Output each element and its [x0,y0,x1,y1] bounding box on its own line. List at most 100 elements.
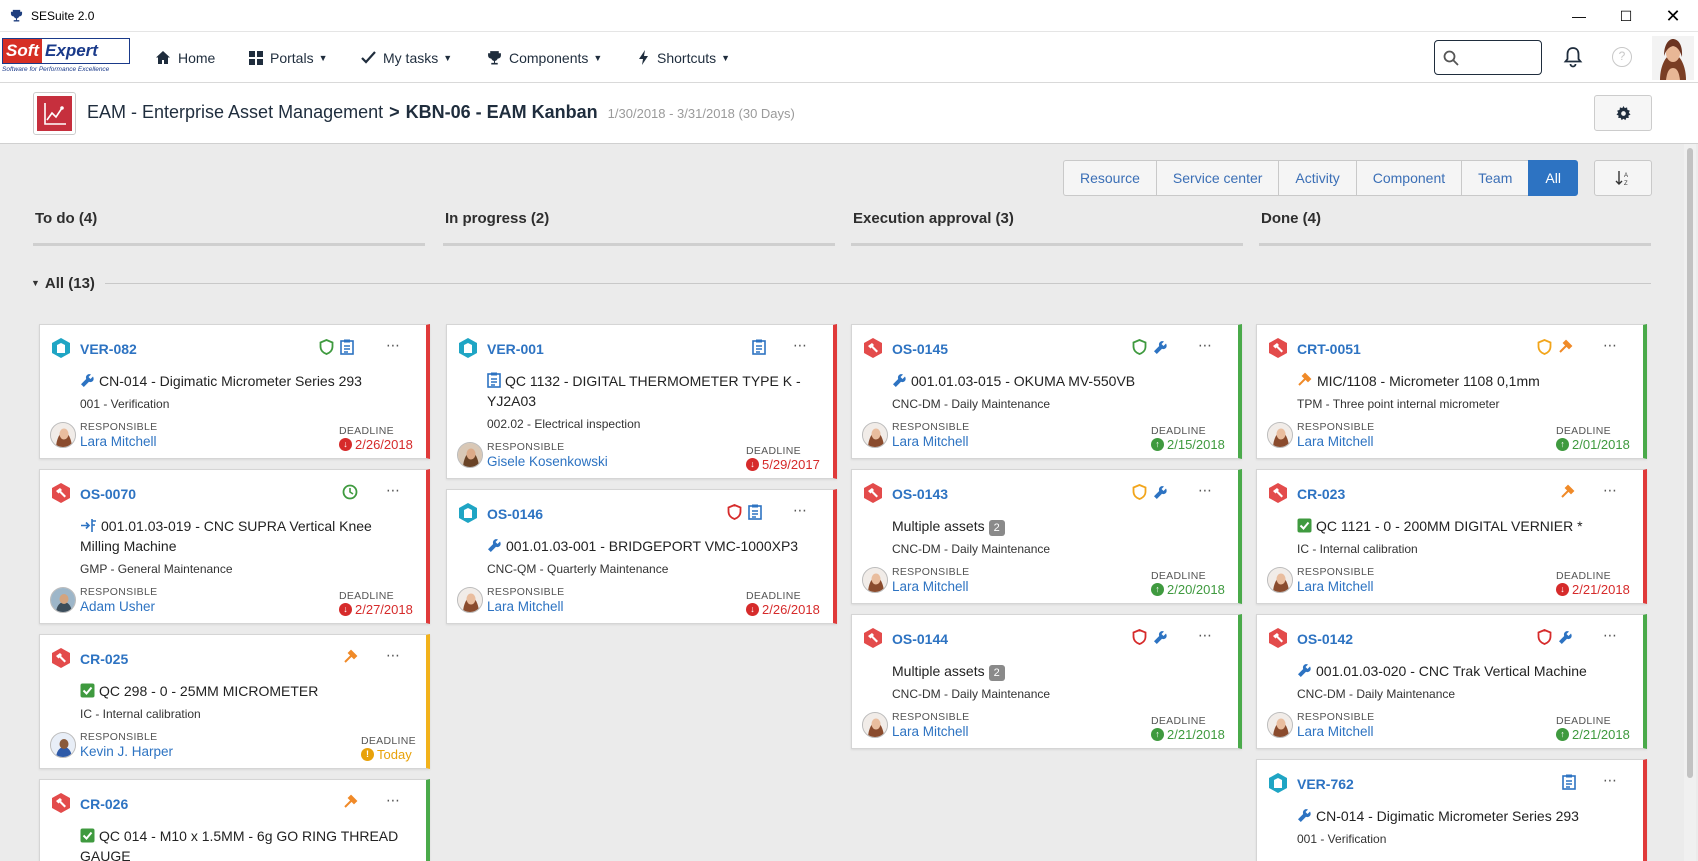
card-menu-ellipsis-icon[interactable]: ⋯ [1603,482,1618,498]
nav-shortcuts[interactable]: Shortcuts ▼ [638,32,730,83]
gear-icon [1615,105,1631,120]
nav-components[interactable]: Components ▼ [487,32,602,83]
card-menu-ellipsis-icon[interactable]: ⋯ [386,792,401,808]
card-code[interactable]: CR-025 [80,651,129,667]
card-code[interactable]: OS-0146 [487,506,544,522]
card-code[interactable]: VER-762 [1297,776,1354,792]
close-button[interactable]: ✕ [1665,5,1681,26]
card-subtitle: CNC-DM - Daily Maintenance [892,542,1051,556]
kanban-card[interactable]: CRT-0051 ⋯ MIC/1108 - Micrometer 1108 0,… [1256,324,1647,459]
softexpert-logo[interactable]: Soft Expert Software for Performance Exc… [2,38,132,74]
kanban-card[interactable]: OS-0143 ⋯ Multiple assets 2 CNC-DM - Dail… [851,469,1242,604]
card-subtitle: CNC-DM - Daily Maintenance [892,397,1051,411]
card-title-text: 001.01.03-020 - CNC Trak Vertical Machin… [1316,663,1587,679]
kanban-card[interactable]: OS-0144 ⋯ Multiple assets 2 CNC-DM - Dail… [851,614,1242,749]
responsible-name[interactable]: Lara Mitchell [892,724,969,739]
bell-icon[interactable] [1562,46,1584,68]
asset-count-badge[interactable]: 2 [988,665,1005,681]
deadline-value: ↓ 2/27/2018 [339,602,413,617]
responsible-name[interactable]: Lara Mitchell [1297,579,1374,594]
card-menu-ellipsis-icon[interactable]: ⋯ [386,647,401,663]
kanban-card[interactable]: CR-023 ⋯ QC 1121 - 0 - 200MM DIGITAL VER… [1256,469,1647,604]
card-status-icons [727,504,762,520]
card-menu-ellipsis-icon[interactable]: ⋯ [1603,772,1618,788]
card-code[interactable]: VER-001 [487,341,544,357]
card-menu-ellipsis-icon[interactable]: ⋯ [793,337,808,353]
card-code[interactable]: OS-0142 [1297,631,1354,647]
responsible-name[interactable]: Lara Mitchell [892,579,969,594]
card-title-text: GAUGE [80,848,131,861]
filter-component[interactable]: Component [1355,160,1462,196]
kanban-card[interactable]: OS-0070 ⋯ 001.01.03-019 - CNC SUPRA Vert… [39,469,430,624]
card-subtitle: 001 - Verification [80,397,170,411]
responsible-name[interactable]: Adam Usher [80,599,156,614]
vertical-scrollbar[interactable] [1684,144,1696,861]
card-title: QC 014 - M10 x 1.5MM - 6g GO RING THREAD… [80,826,420,861]
kanban-card[interactable]: OS-0142 ⋯ 001.01.03-020 - CNC Trak Verti… [1256,614,1647,749]
card-menu-ellipsis-icon[interactable]: ⋯ [793,502,808,518]
card-code[interactable]: OS-0070 [80,486,137,502]
responsible-name[interactable]: Lara Mitchell [892,434,969,449]
kanban-card[interactable]: OS-0146 ⋯ 001.01.03-001 - BRIDGEPORT VMC… [446,489,837,624]
card-menu-ellipsis-icon[interactable]: ⋯ [1198,627,1213,643]
card-subtitle: CNC-DM - Daily Maintenance [1297,687,1456,701]
asset-count-badge[interactable]: 2 [988,520,1005,536]
settings-button[interactable] [1594,95,1652,131]
card-code[interactable]: OS-0144 [892,631,949,647]
filter-resource[interactable]: Resource [1063,160,1156,196]
filter-service-center[interactable]: Service center [1155,160,1279,196]
breadcrumb-module[interactable]: EAM - Enterprise Asset Management [87,102,384,122]
kanban-card[interactable]: CR-026 ⋯ QC 014 - M10 x 1.5MM - 6g GO RI… [39,779,430,861]
card-code[interactable]: OS-0143 [892,486,949,502]
responsible-name[interactable]: Lara Mitchell [80,434,157,449]
card-menu-ellipsis-icon[interactable]: ⋯ [386,482,401,498]
maximize-button[interactable]: ☐ [1619,7,1633,24]
card-menu-ellipsis-icon[interactable]: ⋯ [1198,337,1213,353]
card-code[interactable]: OS-0145 [892,341,949,357]
card-menu-ellipsis-icon[interactable]: ⋯ [386,337,401,353]
kanban-card[interactable]: VER-762 ⋯ CN-014 - Digimatic Micrometer … [1256,759,1647,861]
responsible-name[interactable]: Lara Mitchell [1297,434,1374,449]
kanban-card[interactable]: VER-082 ⋯ CN-014 - Digimatic Micrometer … [39,324,430,459]
responsible-name[interactable]: Lara Mitchell [487,599,564,614]
minimize-button[interactable]: — [1572,8,1586,24]
card-code[interactable]: CRT-0051 [1297,341,1361,357]
deadline-label: DEADLINE [1556,715,1611,727]
card-status-icons [1537,339,1574,355]
kanban-card[interactable]: OS-0145 ⋯ 001.01.03-015 - OKUMA MV-550VB… [851,324,1242,459]
filter-team[interactable]: Team [1461,160,1529,196]
nav-portals[interactable]: Portals ▼ [249,32,328,83]
card-title-text: YJ2A03 [487,393,537,409]
swimlane-header[interactable]: ▼ All (13) [31,273,1651,293]
wrench-icon [1154,340,1167,354]
responsible-name[interactable]: Lara Mitchell [1297,724,1374,739]
deadline-date: 5/29/2017 [762,457,820,472]
scrollbar-thumb[interactable] [1687,148,1693,778]
responsible-name[interactable]: Gisele Kosenkowski [487,454,608,469]
card-menu-ellipsis-icon[interactable]: ⋯ [1198,482,1213,498]
card-code[interactable]: CR-026 [80,796,129,812]
search-input[interactable] [1465,50,1535,65]
card-subtitle: IC - Internal calibration [80,707,201,721]
card-menu-ellipsis-icon[interactable]: ⋯ [1603,627,1618,643]
search-box[interactable] [1434,40,1542,75]
breadcrumb: EAM - Enterprise Asset Management > KBN-… [87,102,795,123]
card-code[interactable]: CR-023 [1297,486,1346,502]
deadline-date: 2/21/2018 [1572,582,1630,597]
responsible-name[interactable]: Kevin J. Harper [80,744,174,759]
kanban-card[interactable]: CR-025 ⋯ QC 298 - 0 - 25MM MICROMETER IC… [39,634,430,769]
nav-home[interactable]: Home [155,32,215,83]
help-icon[interactable]: ? [1612,47,1632,67]
user-avatar[interactable] [1652,36,1694,80]
collapse-triangle-icon[interactable]: ▼ [31,278,40,288]
card-status-icons [752,339,766,355]
kanban-card[interactable]: VER-001 ⋯ QC 1132 - DIGITAL THERMOMETER … [446,324,837,479]
filter-activity[interactable]: Activity [1278,160,1356,196]
avatar [1267,567,1293,593]
filter-all[interactable]: All [1528,160,1578,196]
card-menu-ellipsis-icon[interactable]: ⋯ [1603,337,1618,353]
responsible-label: RESPONSIBLE [892,421,970,433]
card-code[interactable]: VER-082 [80,341,137,357]
nav-my-tasks[interactable]: My tasks ▼ [361,32,452,83]
